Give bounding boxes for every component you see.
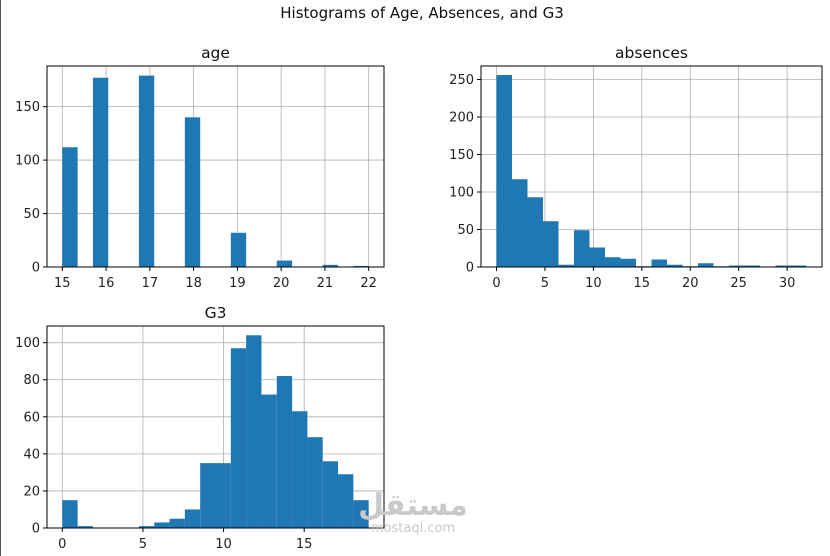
age-xtick-label: 19 [229, 276, 246, 291]
left-border-line [0, 0, 1, 556]
g3-axes-frame [46, 325, 385, 529]
absences-axes-frame [480, 65, 823, 268]
g3-bar [215, 463, 231, 528]
age-xtick-label: 20 [273, 276, 290, 291]
g3-bar [261, 394, 277, 528]
absences-bar [543, 221, 559, 267]
absences-xtick-label: 5 [541, 276, 549, 291]
absences-bar [620, 258, 636, 267]
age-xtick-label: 17 [142, 276, 159, 291]
age-ytick-label: 50 [23, 207, 40, 222]
g3-xtick-label: 0 [58, 537, 66, 552]
absences-bar [775, 265, 791, 267]
g3-bar [276, 376, 293, 528]
age-subplot-title: age [201, 44, 230, 62]
g3-ytick-label: 60 [23, 410, 40, 425]
g3-bar [322, 461, 339, 528]
g3-bar [169, 518, 185, 528]
absences-bar [698, 263, 714, 267]
absences-xtick-label: 10 [585, 276, 602, 291]
absences-bar [729, 265, 745, 267]
absences-xtick-label: 25 [730, 276, 747, 291]
absences-bar [667, 264, 683, 267]
age-ytick-label: 100 [15, 154, 40, 169]
g3-bar [77, 526, 93, 528]
age-axes-frame [46, 65, 385, 268]
absences-bar [512, 179, 528, 267]
g3-subplot-title: G3 [205, 304, 227, 322]
figure-title: Histograms of Age, Absences, and G3 [280, 4, 564, 22]
g3-xtick-label: 5 [139, 537, 147, 552]
watermark-url: mostaql.com [370, 521, 456, 536]
age-bar [184, 117, 201, 267]
g3-bar [307, 437, 323, 528]
absences-ytick-label: 100 [449, 186, 474, 201]
g3-ytick-label: 100 [15, 336, 40, 351]
absences-bar [791, 265, 807, 267]
g3-bar [230, 348, 247, 528]
absences-bar [744, 265, 760, 267]
absences-ytick-label: 250 [449, 73, 474, 88]
absences-bar [589, 247, 605, 267]
age-bar [92, 77, 109, 267]
watermark: مستقل mostaql.com [358, 490, 468, 536]
age-bar [138, 75, 155, 267]
g3-bar [292, 411, 308, 528]
g3-ytick-label: 0 [32, 522, 40, 537]
g3-ytick-label: 40 [23, 447, 40, 462]
g3-bar [62, 500, 78, 528]
g3-ytick-label: 80 [23, 373, 40, 388]
g3-ytick-label: 20 [23, 484, 40, 499]
age-xtick-label: 22 [360, 276, 377, 291]
absences-bar [558, 264, 574, 267]
g3-bar [338, 474, 354, 528]
g3-bar [200, 463, 216, 528]
g3-xtick-label: 15 [296, 537, 313, 552]
g3-xtick-label: 10 [215, 537, 232, 552]
g3-bar [154, 522, 170, 528]
age-ytick-label: 150 [15, 100, 40, 115]
absences-ytick-label: 150 [449, 148, 474, 163]
g3-bar [138, 526, 155, 528]
absences-bar [651, 259, 667, 267]
age-bar [322, 264, 339, 267]
absences-subplot-title: absences [615, 44, 688, 62]
absences-ytick-label: 200 [449, 111, 474, 126]
absences-xtick-label: 30 [779, 276, 796, 291]
age-bar [230, 232, 247, 267]
g3-bar [353, 500, 369, 528]
absences-bar [574, 230, 590, 267]
absences-bar [605, 257, 621, 267]
age-bar [62, 147, 78, 267]
g3-bar [184, 509, 201, 528]
age-xtick-label: 21 [317, 276, 334, 291]
absences-xtick-label: 15 [634, 276, 651, 291]
absences-bar [496, 75, 512, 267]
age-bar [276, 260, 293, 267]
age-bar [353, 265, 369, 267]
absences-xtick-label: 0 [492, 276, 500, 291]
absences-bar [527, 197, 543, 267]
absences-ytick-label: 0 [466, 261, 474, 276]
age-ytick-label: 0 [32, 261, 40, 276]
absences-ytick-label: 50 [457, 223, 474, 238]
age-xtick-label: 18 [185, 276, 202, 291]
absences-xtick-label: 20 [682, 276, 699, 291]
age-xtick-label: 16 [98, 276, 115, 291]
g3-bar [246, 335, 262, 528]
age-xtick-label: 15 [54, 276, 71, 291]
watermark-logo: مستقل [358, 488, 468, 523]
